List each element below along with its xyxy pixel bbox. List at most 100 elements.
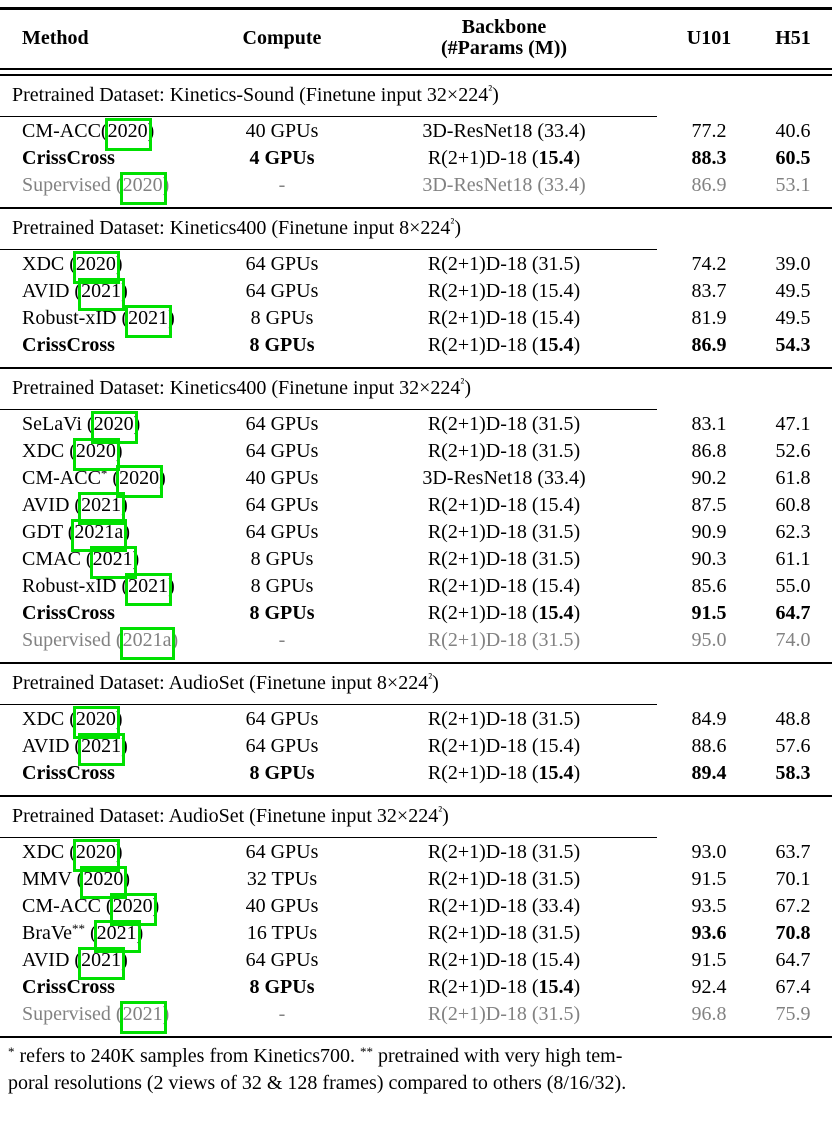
citation-link-box[interactable]: 2021a [74,520,124,543]
citation-link-box[interactable]: 2021 [81,948,122,971]
citation-link-box[interactable]: 2021 [96,921,137,944]
citation-link-box[interactable]: 2021 [92,547,133,570]
method-name: XDC [22,439,65,462]
table-section: Pretrained Dataset: Kinetics400 (Finetun… [0,367,832,663]
citation-link-box[interactable]: 2020 [83,867,124,890]
compute-cell: - [278,1002,286,1025]
h51-cell: 70.8 [775,921,811,944]
footnote-line-2: poral resolutions (2 views of 32 & 128 f… [8,1072,627,1094]
table-row: CM-ACC (2020) 40 GPUs R(2+1)D-18 (33.4) 93.… [0,892,832,919]
compute-cell: 32 TPUs [246,867,318,890]
col-header-compute: Compute [220,10,344,70]
section-title-row: Pretrained Dataset: AudioSet (Finetune i… [0,795,832,839]
double-asterisk-marker: ** [359,1044,373,1059]
backbone-cell: R(2+1)D-18 (15.4) [427,333,581,356]
citation-link-box[interactable]: 2021 [128,574,169,597]
superscript-2: ² [428,670,433,685]
citation-link-box[interactable]: 2020 [119,466,160,489]
backbone-cell: R(2+1)D-18 (31.5) [427,867,581,890]
backbone-cell: R(2+1)D-18 (33.4) [427,894,581,917]
citation-link-box[interactable]: 2020 [75,840,116,863]
method-cell: AVID (2021) [22,493,128,516]
citation-link-box[interactable]: 2021 [81,734,122,757]
u101-cell: 85.6 [691,574,727,597]
table-row: Supervised (2021a) - R(2+1)D-18 (31.5) 95.0… [0,626,832,663]
u101-cell: 90.2 [691,466,727,489]
compute-cell: 64 GPUs [245,520,319,543]
table-row: AVID (2021) 64 GPUs R(2+1)D-18 (15.4) 87.5 6… [0,491,832,518]
backbone-cell: R(2+1)D-18 (15.4) [427,279,581,302]
method-name: AVID [22,279,70,302]
footnote-text: pretrained with very high tem- [372,1045,623,1067]
backbone-cell: R(2+1)D-18 (31.5) [427,252,581,275]
table-row: XDC (2020) 64 GPUs R(2+1)D-18 (31.5) 74.2 39… [0,250,832,277]
h51-cell: 47.1 [775,412,811,435]
citation-link-box[interactable]: 2020 [93,412,134,435]
u101-cell: 84.9 [691,707,727,730]
method-cell: Robust-xID (2021) [22,574,175,597]
citation-link-box[interactable]: 2021 [81,493,122,516]
backbone-cell: R(2+1)D-18 (31.5) [427,628,581,651]
u101-cell: 77.2 [691,119,727,142]
citation-link-box[interactable]: 2021a [122,628,172,651]
h51-cell: 49.5 [775,279,811,302]
u101-cell: 83.7 [691,279,727,302]
h51-cell: 62.3 [775,520,811,543]
backbone-cell: R(2+1)D-18 (15.4) [427,306,581,329]
citation-link-box[interactable]: 2021 [122,1002,163,1025]
h51-cell: 75.9 [775,1002,811,1025]
citation-link-box[interactable]: 2020 [75,252,116,275]
citation-link-box[interactable]: 2021 [128,306,169,329]
u101-cell: 86.9 [691,173,727,196]
backbone-cell: R(2+1)D-18 (15.4) [427,574,581,597]
u101-cell: 96.8 [691,1002,727,1025]
backbone-params: 31.5 [538,867,574,890]
u101-cell: 93.5 [691,894,727,917]
method-name: Supervised [22,1002,111,1025]
backbone-params: 33.4 [543,466,579,489]
table-footnote: * refers to 240K samples from Kinetics70… [0,1042,832,1097]
backbone-params: 31.5 [538,439,574,462]
citation-link-box[interactable]: 2020 [75,707,116,730]
backbone-params: 15.4 [538,306,574,329]
citation-link-box[interactable]: 2020 [112,894,153,917]
method-cell: CM-ACC(2020) [22,119,155,142]
table-row: CMAC (2021) 8 GPUs R(2+1)D-18 (31.5) 90.3 61… [0,545,832,572]
superscript-2: ² [450,215,455,230]
compute-cell: - [278,628,286,651]
table-row: AVID (2021) 64 GPUs R(2+1)D-18 (15.4) 91.5 6… [0,946,832,973]
table-header: Method Compute Backbone (#Params (M)) U1… [0,10,832,76]
citation-link-box[interactable]: 2021 [81,279,122,302]
asterisk-marker: * [8,1044,15,1059]
method-cell: GDT (2021a) [22,520,130,543]
table-section: Pretrained Dataset: Kinetics400 (Finetun… [0,207,832,368]
table-row: CrissCross 8 GPUs R(2+1)D-18 (15.4) 92.4 67.… [0,973,832,1000]
citation-link-box[interactable]: 2020 [107,119,148,142]
col-header-backbone: Backbone (#Params (M)) [344,10,664,70]
method-name: CrissCross [22,975,115,998]
backbone-params: 31.5 [538,840,574,863]
method-cell: AVID (2021) [22,734,128,757]
table-section: Pretrained Dataset: AudioSet (Finetune i… [0,795,832,1037]
section-title-row: Pretrained Dataset: Kinetics400 (Finetun… [0,367,832,411]
method-name: GDT [22,520,63,543]
backbone-params: 31.5 [538,520,574,543]
citation-link-box[interactable]: 2020 [75,439,116,462]
method-cell: AVID (2021) [22,948,128,971]
citation-link-box[interactable]: 2020 [122,173,163,196]
method-name: SeLaVi [22,412,82,435]
u101-cell: 91.5 [691,948,727,971]
backbone-params: 31.5 [538,707,574,730]
compute-cell: 40 GPUs [245,119,319,142]
method-cell: SeLaVi (2020) [22,412,141,435]
compute-cell: 8 GPUs [250,574,314,597]
backbone-cell: R(2+1)D-18 (15.4) [427,601,581,624]
col-header-method: Method [0,10,220,70]
h51-cell: 70.1 [775,867,811,890]
double-rule [0,69,832,76]
compute-cell: 8 GPUs [249,333,315,356]
method-footnote-marker: ** [71,920,85,936]
method-name: Supervised [22,628,111,651]
col-header-h51: H51 [754,10,832,70]
h51-cell: 58.3 [775,761,811,784]
